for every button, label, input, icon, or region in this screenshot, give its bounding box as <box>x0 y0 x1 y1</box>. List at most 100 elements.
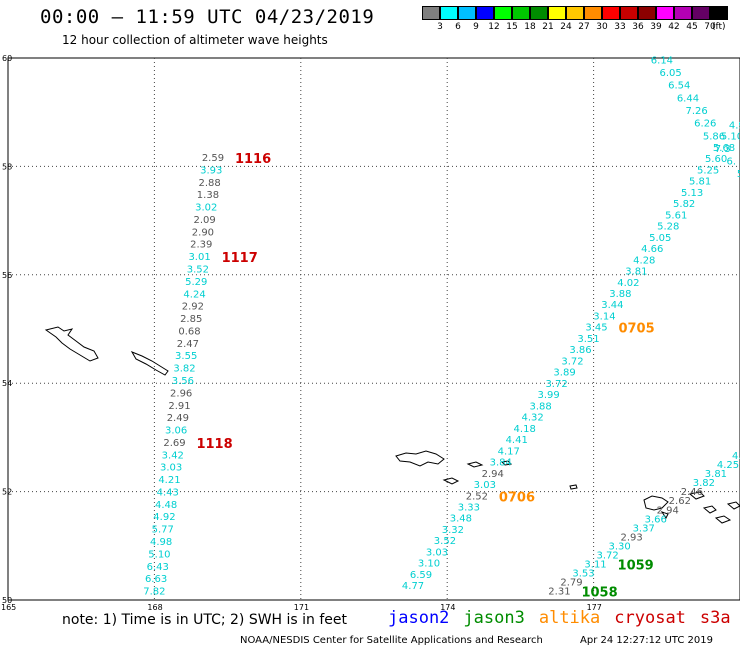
color-swatch <box>566 6 584 20</box>
wave-height-label: 3.33 <box>458 503 480 514</box>
wave-height-label: 6.63 <box>145 574 167 585</box>
page-title: 00:00 – 11:59 UTC 04/23/2019 <box>40 6 375 28</box>
wave-height-label: 2.46 <box>681 487 703 498</box>
wave-height-label: 4.98 <box>150 537 172 548</box>
wave-height-label: 2.62 <box>669 496 691 507</box>
coastline <box>466 461 484 468</box>
wave-height-label: 2.94 <box>482 469 504 480</box>
wave-height-label: 2.93 <box>621 532 643 543</box>
wave-height-label: 3.03 <box>474 480 496 491</box>
wave-height-label: 6.14 <box>651 55 673 66</box>
wave-height-label: 3.48 <box>450 514 472 525</box>
coastline <box>702 505 717 514</box>
wave-height-label: 5 <box>737 169 740 180</box>
lat-label: 50 <box>2 596 12 605</box>
wave-height-label: 3.72 <box>561 356 583 367</box>
color-swatch <box>620 6 638 20</box>
wave-height-label: 0.68 <box>178 326 200 337</box>
color-swatch <box>674 6 692 20</box>
color-swatch <box>710 6 728 20</box>
wave-height-label: 6.43 <box>147 562 169 573</box>
wave-height-label: 4.32 <box>522 413 544 424</box>
color-swatch <box>512 6 530 20</box>
wave-height-label: 3.32 <box>442 525 464 536</box>
lon-label: 177 <box>587 603 602 612</box>
legend-jason2: jason2 <box>388 608 450 628</box>
color-scale-label: 12 <box>488 22 500 32</box>
wave-height-label: 3.66 <box>645 514 667 525</box>
coastline <box>660 511 669 519</box>
wave-height-label: 3.81 <box>705 469 727 480</box>
wave-height-label: 2.09 <box>193 215 215 226</box>
wave-height-label: 3.30 <box>608 541 630 552</box>
color-swatch <box>422 6 440 20</box>
lat-label: 58 <box>2 162 12 171</box>
wave-height-label: 2.52 <box>466 491 488 502</box>
wave-height-label: 4.77 <box>402 581 424 592</box>
color-swatch <box>530 6 548 20</box>
wave-height-label: 4.66 <box>641 244 663 255</box>
wave-height-label: 4.0 <box>732 451 740 462</box>
coastline <box>500 460 513 466</box>
wave-height-label: 3.72 <box>596 550 618 561</box>
wave-height-label: 4.92 <box>153 512 175 523</box>
wave-height-label: 3.86 <box>569 345 591 356</box>
wave-height-label: 5.05 <box>649 233 671 244</box>
wave-height-label: 5.25 <box>697 165 719 176</box>
wave-height-label: 2.79 <box>560 578 582 589</box>
pass-time-label: 1059 <box>618 558 654 573</box>
footnote: note: 1) Time is in UTC; 2) SWH is in fe… <box>62 612 348 628</box>
color-scale-label: 24 <box>560 22 572 32</box>
wave-height-label: 3.51 <box>577 334 599 345</box>
wave-height-label: 5.81 <box>689 177 711 188</box>
color-scale-label: 42 <box>668 22 680 32</box>
color-swatch <box>548 6 566 20</box>
color-swatch <box>692 6 710 20</box>
wave-height-label: 4.96 <box>729 120 740 131</box>
color-scale-label: 18 <box>524 22 536 32</box>
coastline <box>442 477 460 485</box>
color-swatch <box>494 6 512 20</box>
wave-height-label: 5.13 <box>681 188 703 199</box>
wave-height-label: 7.82 <box>143 587 165 598</box>
wave-height-label: 5.77 <box>152 525 174 536</box>
wave-height-label: 5.61 <box>665 210 687 221</box>
wave-height-label: 2.92 <box>182 302 204 313</box>
wave-height-label: 5.28 <box>657 222 679 233</box>
lat-label: 56 <box>2 271 12 280</box>
wave-height-label: 2.31 <box>548 587 570 598</box>
color-swatch <box>638 6 656 20</box>
legend-s3a: s3a <box>699 608 731 628</box>
coastline <box>726 501 740 510</box>
wave-height-label: 3.89 <box>553 368 575 379</box>
wave-height-label: 3.72 <box>545 379 567 390</box>
wave-height-label: 2.39 <box>190 240 212 251</box>
wave-height-label: 4.17 <box>498 446 520 457</box>
wave-height-label: 3.82 <box>173 364 195 375</box>
wave-height-label: 2.96 <box>170 388 192 399</box>
wave-height-label: 3.88 <box>530 401 552 412</box>
lon-label: 174 <box>440 603 455 612</box>
wave-height-label: 6. <box>727 157 737 168</box>
wave-height-label: 3.01 <box>188 252 210 263</box>
wave-height-label: 3.02 <box>195 203 217 214</box>
lat-label: 52 <box>2 488 12 497</box>
legend-cryosat: cryosat <box>614 608 686 628</box>
wave-height-label: 3.52 <box>187 264 209 275</box>
wave-height-label: 4.43 <box>157 487 179 498</box>
color-scale-label: 9 <box>473 22 479 32</box>
wave-height-label: 5.10 <box>721 132 740 143</box>
color-scale-label: 21 <box>542 22 554 32</box>
wave-height-label: 3.88 <box>609 289 631 300</box>
wave-height-label: 3.81 <box>625 267 647 278</box>
map-frame <box>7 57 740 601</box>
color-scale-label: 6 <box>455 22 461 32</box>
pass-time-label: 1118 <box>196 437 232 452</box>
wave-height-label: 5.60 <box>705 154 727 165</box>
wave-height-label: 6.54 <box>668 81 690 92</box>
wave-height-label: 3.99 <box>537 390 559 401</box>
color-scale-label: 15 <box>506 22 518 32</box>
wave-height-label: 5.29 <box>185 277 207 288</box>
lon-label: 168 <box>147 603 162 612</box>
